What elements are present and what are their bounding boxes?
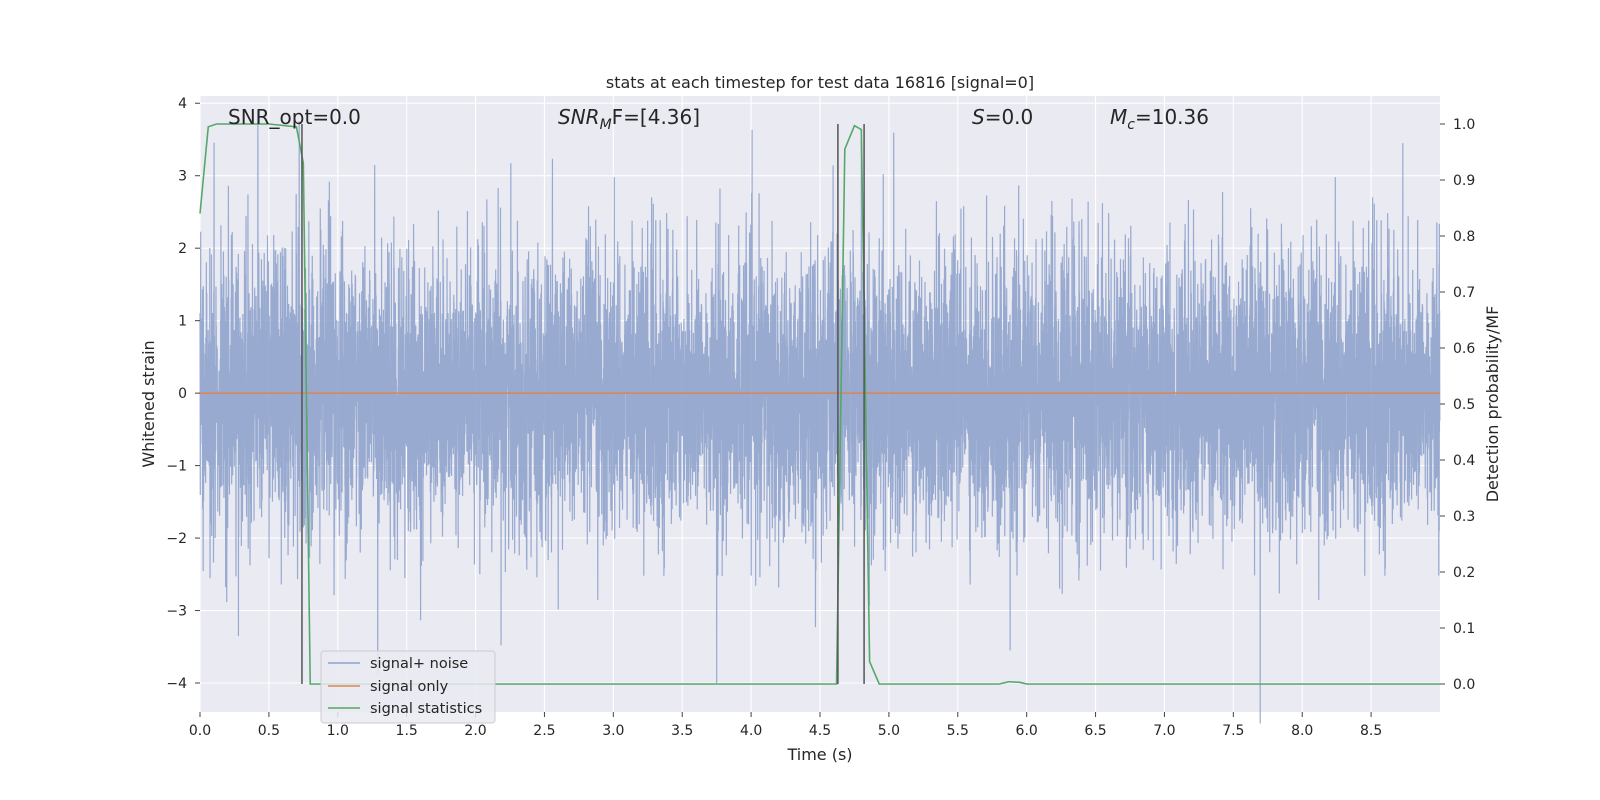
y-right-tick-label: 0.0 (1453, 677, 1475, 693)
y-right-tick-label: 0.6 (1453, 341, 1475, 357)
y-right-tick-label: 0.1 (1453, 621, 1475, 637)
snr-mf-annotation: SNRMF=[4.36] (558, 105, 700, 133)
x-tick-label: 6.5 (1084, 723, 1106, 739)
x-tick-label: 4.5 (809, 723, 831, 739)
vertical-markers (301, 124, 865, 684)
y-right-tick-label: 0.4 (1453, 453, 1475, 469)
y-right-tick-label: 0.7 (1453, 285, 1475, 301)
x-tick-label: 1.5 (396, 723, 418, 739)
x-axis-ticks: 0.0 0.5 1.0 1.5 2.0 2.5 3.0 3.5 4.0 4.5 5.0 5.5 6.0 6… (189, 712, 1382, 739)
legend-label-signal-statistics: signal statistics (370, 701, 482, 717)
y-axis-ticks: 4 3 2 1 0 −1 −2 −3 −4 (166, 96, 200, 692)
s-main: S (972, 105, 985, 129)
legend-label-signal-only: signal only (370, 679, 449, 695)
legend: signal+ noise signal only signal statist… (320, 650, 496, 724)
y-tick-label: −4 (166, 676, 187, 692)
legend-label-signal-noise: signal+ noise (370, 656, 468, 672)
y-tick-label: −1 (166, 459, 187, 475)
x-tick-label: 1.0 (327, 723, 349, 739)
x-tick-label: 7.0 (1153, 723, 1175, 739)
x-tick-label: 2.5 (533, 723, 555, 739)
signal-statistics-line (199, 123, 1440, 685)
x-tick-label: 0.5 (258, 723, 280, 739)
snr-opt-annotation: SNR_opt=0.0 (228, 105, 361, 129)
y-axis-label: Whitened strain (139, 340, 158, 467)
x-tick-label: 8.0 (1291, 723, 1313, 739)
y-tick-label: 4 (178, 96, 187, 112)
y-tick-label: −2 (166, 531, 187, 547)
s-rest: =0.0 (985, 105, 1034, 129)
x-tick-label: 7.5 (1222, 723, 1244, 739)
y-tick-label: −3 (166, 604, 187, 620)
x-tick-label: 5.0 (878, 723, 900, 739)
y-right-tick-label: 0.3 (1453, 509, 1475, 525)
x-tick-label: 5.5 (947, 723, 969, 739)
snr-mf-main: SNR (558, 105, 600, 129)
x-tick-label: 3.0 (602, 723, 624, 739)
snr-mf-sub: M (600, 117, 612, 133)
mc-rest: =10.36 (1135, 105, 1209, 129)
x-tick-label: 4.0 (740, 723, 762, 739)
x-tick-label: 3.5 (671, 723, 693, 739)
x-axis-label: Time (s) (786, 745, 852, 764)
series-signal-noise (199, 110, 1441, 724)
series-signal-statistics (199, 123, 1440, 685)
noise-line (199, 110, 1441, 724)
mc-main: M (1110, 105, 1127, 129)
y-tick-label: 3 (178, 169, 187, 185)
x-tick-label: 8.5 (1360, 723, 1382, 739)
x-tick-label: 6.0 (1016, 723, 1038, 739)
x-tick-label: 0.0 (189, 723, 211, 739)
y-tick-label: 1 (178, 314, 187, 330)
y-tick-label: 0 (178, 386, 187, 402)
snr-mf-rest: F=[4.36] (612, 105, 700, 129)
mc-sub: c (1127, 117, 1135, 133)
y-right-tick-label: 0.2 (1453, 565, 1475, 581)
y-right-tick-label: 1.0 (1453, 117, 1475, 133)
y-right-axis-ticks: 1.0 0.9 0.8 0.7 0.6 0.5 0.4 0.3 0.2 0.1 0.0 (1440, 117, 1475, 693)
x-tick-label: 2.0 (464, 723, 486, 739)
legend-box (320, 650, 496, 724)
y-right-axis-label: Detection probability/MF (1483, 306, 1502, 503)
chart-title: stats at each timestep for test data 168… (606, 73, 1034, 92)
s-annotation: S=0.0 (972, 105, 1033, 129)
y-right-tick-label: 0.9 (1453, 173, 1475, 189)
mc-annotation: Mc=10.36 (1110, 105, 1209, 133)
y-tick-label: 2 (178, 241, 187, 257)
y-right-tick-label: 0.5 (1453, 397, 1475, 413)
y-right-tick-label: 0.8 (1453, 229, 1475, 245)
